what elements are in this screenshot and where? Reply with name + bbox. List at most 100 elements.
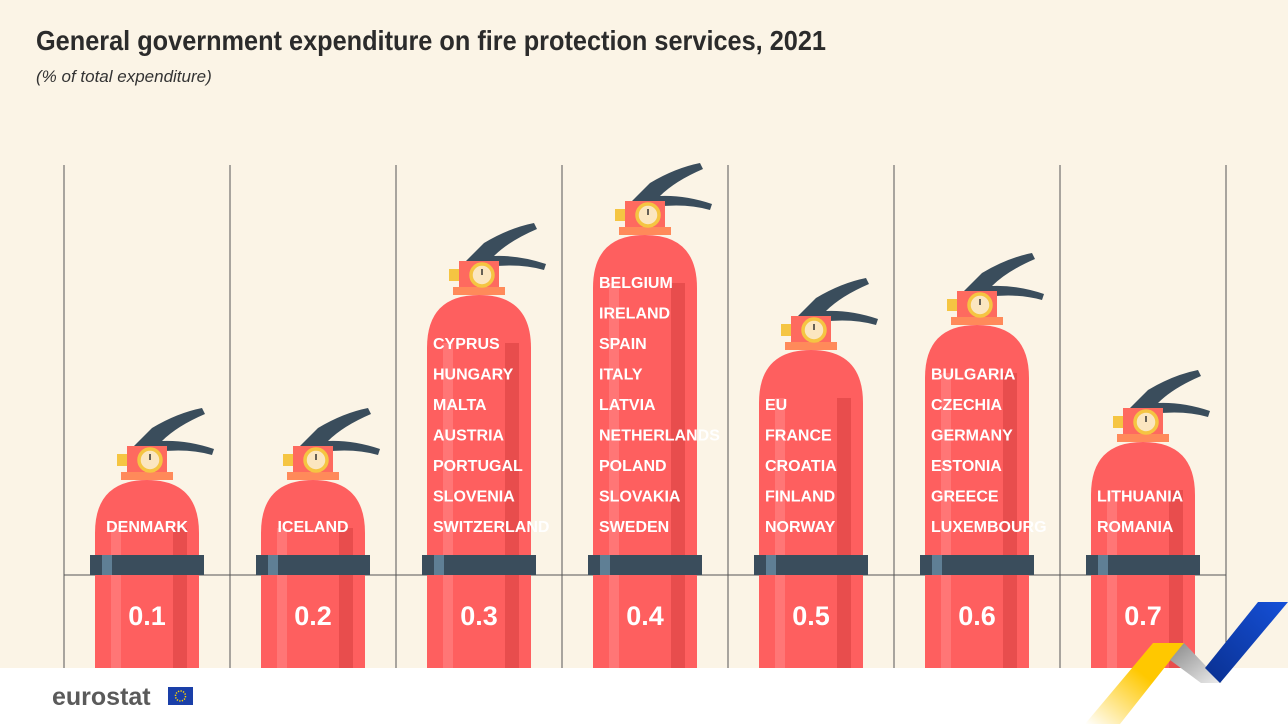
body-highlight <box>1107 490 1117 668</box>
extinguisher-0.4: BELGIUM IRELAND SPAIN ITALY LATVIA NETHERLAND… <box>588 163 720 668</box>
country-label: NORWAY <box>765 519 836 536</box>
body-highlight <box>111 528 121 668</box>
country-label: LUXEMBOURG <box>931 519 1047 536</box>
country-label: FINLAND <box>765 489 835 506</box>
handle-icon <box>132 408 214 455</box>
band <box>256 555 370 575</box>
neck <box>121 472 173 480</box>
handle-icon <box>962 253 1044 300</box>
band-highlight <box>268 555 278 575</box>
nozzle <box>283 454 293 466</box>
body-shade <box>837 398 851 668</box>
country-label: CYPRUS <box>433 336 500 353</box>
band-highlight <box>102 555 112 575</box>
country-label: DENMARK <box>106 519 188 536</box>
chart-subtitle: (% of total expenditure) <box>36 67 212 86</box>
value-label: 0.3 <box>460 601 498 631</box>
value-label: 0.6 <box>958 601 996 631</box>
extinguisher-0.1: DENMARK 0.1 <box>90 408 214 668</box>
band-highlight <box>600 555 610 575</box>
band <box>920 555 1034 575</box>
nozzle <box>947 299 957 311</box>
country-label: HUNGARY <box>433 367 514 384</box>
eurostat-logo: eurostat <box>52 683 151 711</box>
chart-title: General government expenditure on fire p… <box>36 25 826 56</box>
neck <box>1117 434 1169 442</box>
extinguisher-0.5: EU FRANCE CROATIA FINLAND NORWAY 0.5 <box>754 278 878 668</box>
handle-icon <box>796 278 878 325</box>
extinguisher-0.7: LITHUANIA ROMANIA 0.7 <box>1086 370 1210 668</box>
value-label: 0.4 <box>626 601 664 631</box>
country-label: LITHUANIA <box>1097 489 1184 506</box>
body-highlight <box>277 528 287 668</box>
country-label: SLOVAKIA <box>599 489 681 506</box>
band <box>754 555 868 575</box>
neck <box>453 287 505 295</box>
handle-icon <box>464 223 546 270</box>
country-label: IRELAND <box>599 306 670 323</box>
band <box>1086 555 1200 575</box>
handle-icon <box>1128 370 1210 417</box>
country-label: EU <box>765 397 787 414</box>
country-label: CROATIA <box>765 458 837 475</box>
body-shade <box>339 528 353 668</box>
country-label: GREECE <box>931 489 999 506</box>
extinguisher-0.6: BULGARIA CZECHIA GERMANY ESTONIA GREECE LUXEM… <box>920 253 1047 668</box>
band <box>588 555 702 575</box>
country-label: MALTA <box>433 397 487 414</box>
value-label: 0.2 <box>294 601 332 631</box>
body-shade <box>173 528 187 668</box>
band-highlight <box>766 555 776 575</box>
country-label: SWITZERLAND <box>433 519 549 536</box>
value-label: 0.7 <box>1124 601 1162 631</box>
extinguisher-0.3: CYPRUS HUNGARY MALTA AUSTRIA PORTUGAL SLOVENI… <box>422 223 549 668</box>
country-label: ITALY <box>599 367 643 384</box>
body-highlight <box>443 343 453 668</box>
country-label: SPAIN <box>599 336 647 353</box>
nozzle <box>781 324 791 336</box>
band-highlight <box>1098 555 1108 575</box>
country-label: AUSTRIA <box>433 428 505 445</box>
country-label: ESTONIA <box>931 458 1002 475</box>
nozzle <box>449 269 459 281</box>
nozzle <box>615 209 625 221</box>
body-shade <box>1169 490 1183 668</box>
nozzle <box>117 454 127 466</box>
country-label: POLAND <box>599 458 667 475</box>
nozzle <box>1113 416 1123 428</box>
footer <box>0 668 1288 724</box>
band-highlight <box>932 555 942 575</box>
country-label: BELGIUM <box>599 275 673 292</box>
band <box>90 555 204 575</box>
band <box>422 555 536 575</box>
body-shade <box>671 283 685 668</box>
country-label: PORTUGAL <box>433 458 523 475</box>
handle-icon <box>298 408 380 455</box>
country-label: NETHERLANDS <box>599 428 720 445</box>
neck <box>287 472 339 480</box>
country-label: ICELAND <box>277 519 348 536</box>
handle-icon <box>630 163 712 210</box>
country-label: LATVIA <box>599 397 656 414</box>
body-highlight <box>775 398 785 668</box>
neck <box>619 227 671 235</box>
country-label: GERMANY <box>931 428 1013 445</box>
country-label: ROMANIA <box>1097 519 1174 536</box>
neck <box>785 342 837 350</box>
value-label: 0.1 <box>128 601 166 631</box>
country-label: SLOVENIA <box>433 489 515 506</box>
band-highlight <box>434 555 444 575</box>
body-shade <box>1003 373 1017 668</box>
neck <box>951 317 1003 325</box>
body-highlight <box>609 283 619 668</box>
extinguishers: DENMARK 0.1 ICELAND 0.2 CYPRUS HUNGARY MALTA AU… <box>90 163 1210 668</box>
body-highlight <box>941 373 951 668</box>
eu-flag-icon <box>168 687 193 705</box>
country-label: FRANCE <box>765 428 832 445</box>
country-label: CZECHIA <box>931 397 1003 414</box>
body-shade <box>505 343 519 668</box>
country-label: SWEDEN <box>599 519 669 536</box>
extinguisher-0.2: ICELAND 0.2 <box>256 408 380 668</box>
country-label: BULGARIA <box>931 367 1016 384</box>
